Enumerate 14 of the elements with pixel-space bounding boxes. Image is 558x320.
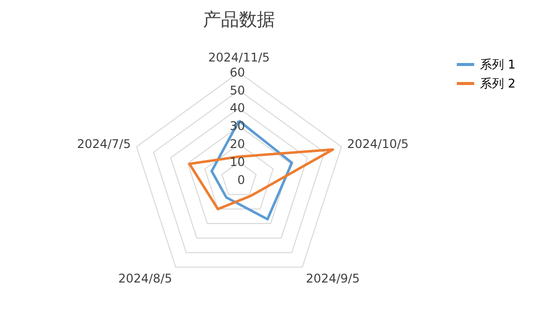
- y-tick-label: 50: [230, 83, 245, 98]
- y-tick-label: 20: [230, 137, 245, 152]
- y-tick-label: 40: [230, 101, 245, 116]
- y-tick-label: 0: [237, 173, 245, 187]
- y-tick-label: 60: [230, 65, 245, 80]
- legend-label: 系列 2: [480, 76, 516, 90]
- chart-title: 产品数据: [203, 9, 275, 30]
- legend-label: 系列 1: [480, 58, 516, 72]
- spoke-label: 2024/11/5: [208, 50, 270, 64]
- y-tick-label: 10: [230, 155, 245, 170]
- spoke-label: 2024/9/5: [306, 272, 360, 286]
- spoke-label: 2024/7/5: [76, 137, 131, 152]
- spoke-label: 2024/8/5: [118, 272, 172, 286]
- spoke-label: 2024/10/5: [347, 137, 409, 152]
